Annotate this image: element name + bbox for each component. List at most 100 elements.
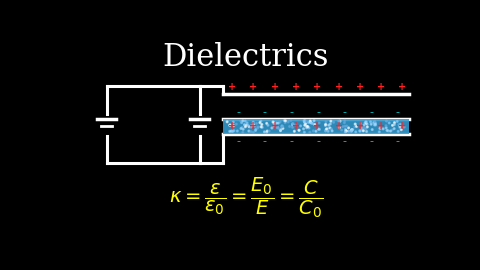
Point bbox=[388, 128, 396, 132]
Text: -: - bbox=[396, 107, 400, 117]
Point bbox=[287, 118, 295, 123]
Point bbox=[295, 128, 303, 132]
Point bbox=[396, 125, 404, 130]
Point bbox=[238, 120, 245, 125]
Bar bbox=[223, 119, 409, 134]
Point bbox=[305, 126, 313, 130]
Point bbox=[264, 123, 272, 127]
Point bbox=[389, 123, 396, 127]
Point bbox=[306, 119, 314, 123]
Point bbox=[336, 119, 344, 123]
Text: Dielectrics: Dielectrics bbox=[163, 42, 329, 73]
Point bbox=[393, 119, 401, 124]
Point bbox=[324, 129, 332, 133]
Point bbox=[351, 122, 359, 126]
Point bbox=[324, 127, 331, 131]
Point bbox=[322, 123, 329, 128]
Point bbox=[288, 125, 296, 130]
Point bbox=[252, 129, 259, 133]
Text: -: - bbox=[396, 136, 400, 146]
Point bbox=[274, 121, 282, 125]
Point bbox=[371, 121, 379, 125]
Point bbox=[226, 129, 234, 133]
Point bbox=[356, 129, 364, 133]
Point bbox=[338, 128, 346, 132]
Point bbox=[300, 130, 308, 134]
Point bbox=[391, 120, 398, 125]
Point bbox=[288, 122, 296, 126]
Point bbox=[229, 120, 237, 124]
Point bbox=[258, 125, 266, 130]
Point bbox=[396, 122, 404, 126]
Point bbox=[341, 124, 348, 129]
Point bbox=[382, 124, 390, 128]
Point bbox=[312, 129, 320, 133]
Point bbox=[342, 129, 350, 133]
Point bbox=[384, 129, 392, 133]
Text: -: - bbox=[369, 107, 373, 117]
Text: +: + bbox=[292, 82, 300, 92]
Point bbox=[254, 126, 262, 130]
Point bbox=[281, 120, 289, 125]
Point bbox=[263, 121, 271, 126]
Point bbox=[325, 123, 333, 127]
Point bbox=[359, 126, 366, 130]
Text: +: + bbox=[249, 82, 257, 92]
Point bbox=[250, 120, 257, 124]
Point bbox=[242, 123, 250, 127]
Point bbox=[342, 129, 350, 133]
Point bbox=[229, 129, 237, 134]
Point bbox=[349, 127, 357, 132]
Point bbox=[303, 126, 311, 130]
Point bbox=[359, 129, 367, 133]
Text: +: + bbox=[398, 82, 407, 92]
Point bbox=[241, 124, 249, 129]
Point bbox=[352, 130, 360, 134]
Point bbox=[315, 121, 323, 125]
Point bbox=[361, 126, 369, 130]
Point bbox=[252, 121, 260, 126]
Point bbox=[348, 129, 356, 133]
Text: +: + bbox=[335, 82, 343, 92]
Point bbox=[396, 124, 404, 128]
Point bbox=[372, 123, 379, 127]
Point bbox=[311, 122, 319, 127]
Point bbox=[237, 119, 245, 123]
Point bbox=[383, 119, 390, 123]
Point bbox=[341, 130, 349, 134]
Point bbox=[278, 125, 286, 129]
Point bbox=[223, 120, 231, 124]
Point bbox=[250, 130, 257, 134]
Point bbox=[375, 130, 383, 134]
Text: +: + bbox=[398, 121, 407, 131]
Point bbox=[341, 118, 348, 123]
Point bbox=[244, 123, 252, 127]
Point bbox=[357, 121, 364, 126]
Point bbox=[336, 119, 343, 124]
Point bbox=[243, 121, 251, 125]
Point bbox=[363, 122, 371, 126]
Point bbox=[368, 127, 376, 132]
Point bbox=[342, 127, 349, 131]
Point bbox=[239, 119, 247, 123]
Point bbox=[367, 120, 374, 124]
Point bbox=[351, 125, 359, 129]
Text: +: + bbox=[271, 82, 279, 92]
Point bbox=[277, 127, 285, 132]
Text: $\kappa = \dfrac{\varepsilon}{\varepsilon_0} = \dfrac{E_0}{E} = \dfrac{C}{C_0}$: $\kappa = \dfrac{\varepsilon}{\varepsilo… bbox=[169, 176, 323, 220]
Point bbox=[360, 123, 368, 127]
Point bbox=[310, 119, 318, 123]
Point bbox=[257, 119, 264, 123]
Point bbox=[362, 120, 370, 124]
Point bbox=[363, 125, 371, 129]
Point bbox=[300, 119, 308, 123]
Point bbox=[271, 123, 278, 127]
Point bbox=[307, 121, 315, 125]
Point bbox=[358, 127, 366, 131]
Point bbox=[322, 122, 329, 127]
Point bbox=[279, 124, 287, 129]
Point bbox=[270, 120, 278, 125]
Point bbox=[269, 120, 277, 124]
Point bbox=[257, 125, 265, 129]
Point bbox=[387, 129, 395, 133]
